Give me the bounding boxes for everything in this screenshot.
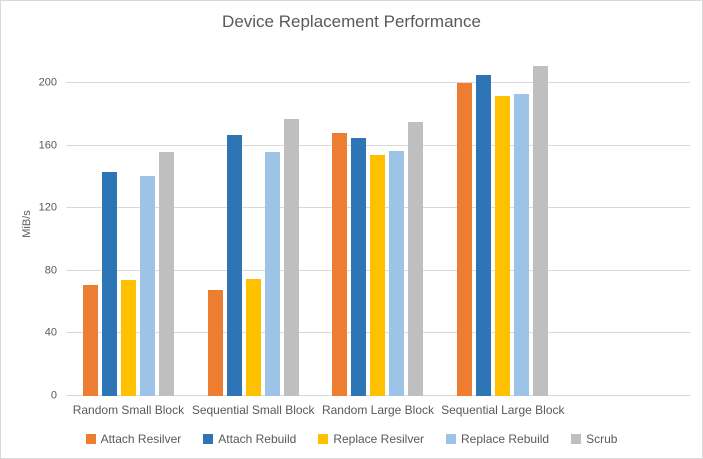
bar-replace-rebuild — [389, 150, 405, 396]
bar-attach-rebuild — [476, 75, 492, 396]
chart-title: Device Replacement Performance — [222, 12, 481, 31]
bar-replace-resilver — [245, 278, 261, 396]
legend-item-scrub: Scrub — [571, 432, 617, 446]
bar-replace-resilver — [495, 95, 511, 396]
legend-item-attach-rebuild: Attach Rebuild — [203, 432, 296, 446]
bar-attach-resilver — [82, 284, 98, 396]
bar-replace-rebuild — [264, 152, 280, 396]
x-category-label: Sequential Small Block — [191, 403, 315, 417]
legend-label: Replace Resilver — [333, 432, 425, 446]
legend-item-replace-rebuild: Replace Rebuild — [446, 432, 549, 446]
bar-replace-rebuild — [139, 175, 155, 396]
x-category-label-empty — [565, 403, 690, 417]
bar-group-random-large-block — [316, 52, 441, 396]
bar-group-empty — [565, 52, 690, 396]
bar-scrub — [283, 119, 299, 396]
legend-item-attach-resilver: Attach Resilver — [85, 432, 182, 446]
gridline-160 — [66, 144, 690, 146]
bar-replace-rebuild — [514, 94, 530, 396]
y-tick-label-80: 80 — [44, 264, 57, 277]
bar-attach-rebuild — [101, 172, 117, 396]
bar-group-random-small-block — [66, 52, 191, 396]
bar-group-sequential-large-block — [440, 52, 565, 396]
bar-scrub — [408, 122, 424, 396]
legend-label: Scrub — [586, 432, 618, 446]
y-axis-title: MiB/s — [21, 210, 33, 238]
legend-item-replace-resilver: Replace Resilver — [318, 432, 424, 446]
y-tick-label-40: 40 — [44, 326, 57, 339]
x-category-label: Random Small Block — [72, 403, 185, 417]
y-tick-label-200: 200 — [38, 76, 57, 89]
legend-marker-scrub — [571, 434, 582, 444]
legend: Attach Resilver Attach Rebuild Replace Res… — [1, 432, 702, 446]
legend-label: Replace Rebuild — [461, 432, 550, 446]
legend-label: Attach Rebuild — [218, 432, 297, 446]
bar-attach-resilver — [332, 133, 348, 396]
legend-marker-replace-rebuild — [446, 434, 457, 444]
bar-attach-resilver — [457, 83, 473, 396]
y-tick-label-120: 120 — [38, 201, 57, 214]
x-axis-labels: Random Small Block Sequential Small Block… — [66, 403, 690, 417]
legend-marker-attach-resilver — [85, 434, 96, 444]
gridline-200 — [66, 82, 690, 84]
y-tick-label-160: 160 — [38, 139, 57, 152]
legend-marker-attach-rebuild — [203, 434, 214, 444]
bar-scrub — [158, 152, 174, 396]
bar-attach-rebuild — [351, 138, 367, 396]
legend-label: Attach Resilver — [100, 432, 182, 446]
bar-group-sequential-small-block — [191, 52, 316, 396]
plot-area: 0 40 80 120 160 200 — [39, 52, 690, 401]
bar-attach-rebuild — [226, 134, 242, 396]
bar-replace-resilver — [120, 280, 136, 396]
bar-scrub — [533, 66, 549, 396]
bar-groups — [66, 52, 690, 396]
bar-attach-resilver — [207, 289, 223, 396]
bar-replace-resilver — [370, 155, 386, 396]
x-category-label: Random Large Block — [321, 403, 435, 417]
y-tick-label-0: 0 — [50, 389, 57, 402]
legend-marker-replace-resilver — [318, 434, 329, 444]
x-category-label: Sequential Large Block — [441, 403, 565, 417]
